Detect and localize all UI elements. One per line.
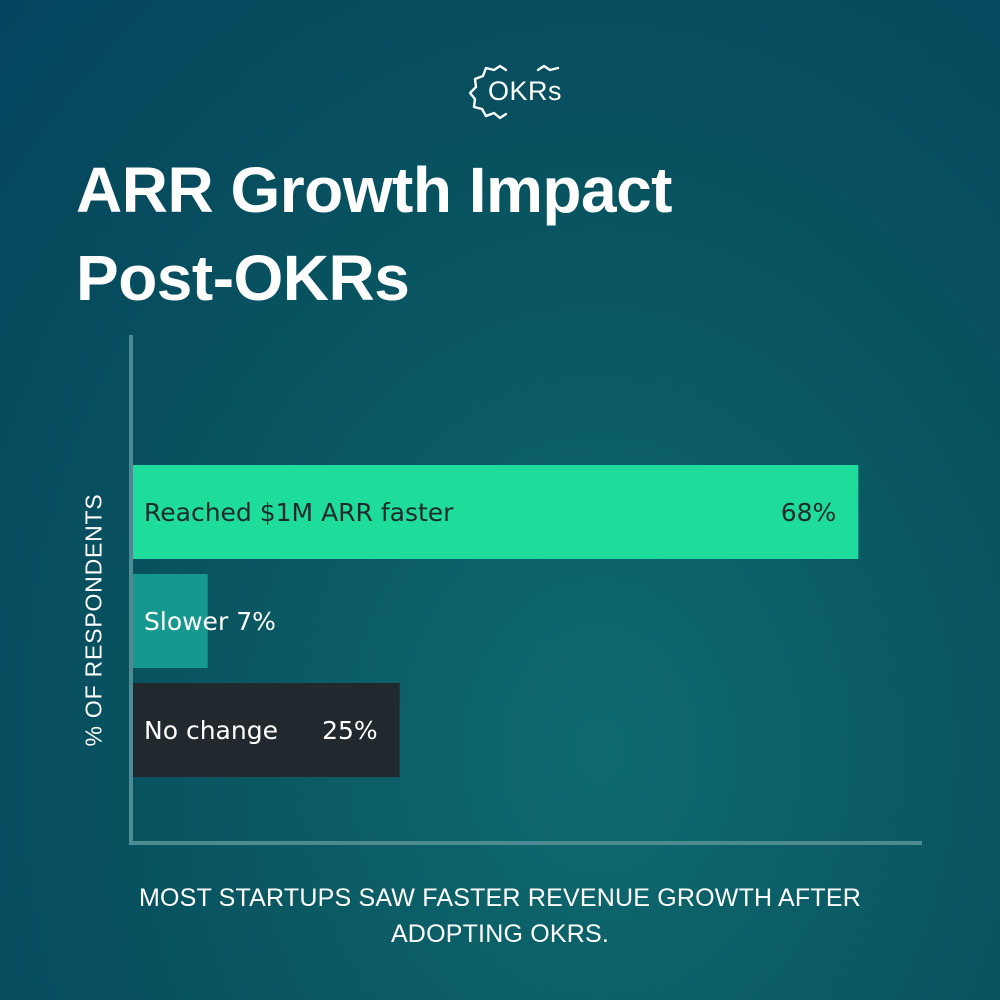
y-axis-label: % OF RESPONDENTS <box>80 493 107 747</box>
bar-label-no-change: No change <box>144 716 278 745</box>
page-title: ARR Growth Impact Post-OKRs <box>76 146 672 322</box>
logo-text: OKRs <box>488 76 563 106</box>
title-line-2: Post-OKRs <box>76 242 410 314</box>
brand-logo: OKRs <box>466 62 566 122</box>
bar-label-slower: Slower <box>144 607 229 636</box>
title-line-1: ARR Growth Impact <box>76 154 672 226</box>
bars-group: Reached $1M ARR faster 68% Slower 7% No chan… <box>133 465 859 777</box>
chart-caption: MOST STARTUPS SAW FASTER REVENUE GROWTH … <box>138 884 862 948</box>
gear-icon <box>468 64 560 120</box>
bar-value-no-change: 25% <box>322 716 378 745</box>
bar-value-slower: 7% <box>236 607 276 636</box>
bar-value-reached-1m-arr-faster: 68% <box>781 498 837 527</box>
bar-label-reached-1m-arr-faster: Reached $1M ARR faster <box>144 498 454 527</box>
bar-no-change <box>133 683 400 777</box>
bar-slower <box>133 574 208 668</box>
bar-reached-1m-arr-faster <box>133 465 859 559</box>
